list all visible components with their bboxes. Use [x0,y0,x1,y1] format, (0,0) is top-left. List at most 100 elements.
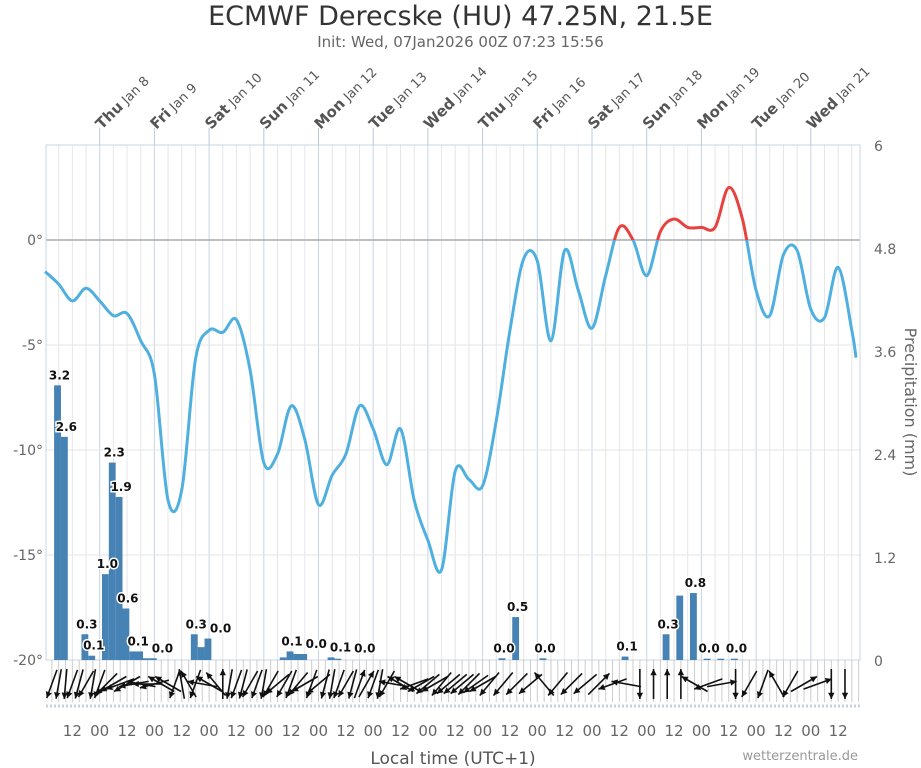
wind-arrow [415,673,440,695]
wind-arrow [54,669,63,699]
precip-bar [498,658,506,660]
wind-arrows [45,668,849,700]
wind-arrow-head [518,687,526,694]
wind-arrow [347,669,358,699]
precip-bar [621,656,629,660]
wind-arrow [337,670,355,698]
wind-arrow-head [469,685,477,692]
wind-arrow [250,669,263,699]
wind-arrow [154,675,182,693]
wind-arrow-head [45,691,52,699]
precip-bar-label: 0.1 [330,640,351,654]
precip-bar [54,385,61,660]
precip-bar-label: 0.6 [117,592,138,606]
wind-arrow [463,674,489,694]
y-right-tick-label: 0 [874,654,883,670]
wind-arrow-head [291,685,299,692]
wind-arrow-head [636,692,644,699]
wind-arrow [407,675,435,693]
wind-arrow [378,670,396,698]
precip-bar-label: 0.5 [507,600,528,614]
precip-bar-label: 3.2 [49,368,70,382]
precip-bar [204,638,212,660]
day-date: Jan 10 [223,71,265,113]
wind-arrow [457,672,481,696]
wind-arrow-head [436,687,444,694]
wind-arrow [327,669,336,699]
precip-bar-label: 0.3 [76,617,97,631]
x-hour-label: 00 [582,722,601,740]
wind-arrow [399,678,429,690]
wind-arrow-head [367,691,374,699]
day-date: Jan 20 [771,70,813,112]
wind-arrow-head [230,691,237,699]
x-hour-label: 12 [829,722,848,740]
x-hour-label: 00 [309,722,328,740]
wind-arrow-head [125,679,133,686]
wind-arrow-head [347,691,354,699]
day-date: Jan 17 [606,71,648,113]
grid [45,144,861,661]
wind-arrow-head [756,691,763,699]
precip-bar [512,617,520,660]
precip-bar-label: 0.0 [210,622,231,636]
day-date: Jan 8 [116,74,152,110]
x-hour-label: 12 [172,722,191,740]
wind-arrow-head [824,678,832,684]
wind-arrow-head [378,679,386,686]
wind-arrow [431,671,452,697]
precip-bar [108,462,116,660]
x-axis-title: Local time (UTC+1) [370,749,535,768]
wind-arrow [306,673,331,695]
wind-arrow [319,669,330,699]
wind-arrow-head [333,691,340,699]
wind-arrow [99,675,127,693]
y-left-tick-label: -5° [22,338,43,354]
wind-arrow-head [450,687,458,694]
wind-arrow [224,669,234,699]
precip-bar [539,658,547,660]
precip-bar [60,436,68,660]
wind-arrow [841,669,849,699]
wind-arrow [598,678,627,690]
x-hour-label: 12 [610,722,629,740]
wind-arrow-head [611,679,619,686]
wind-arrow-head [338,690,345,697]
x-hour-label: 12 [665,722,684,740]
day-label: Wed Jan 21 [803,62,874,133]
precip-bar-label: 0.0 [354,642,375,656]
wind-arrow [230,669,243,699]
precip-bar-label: 2.6 [56,420,77,434]
y-right-title: Precipitation (mm) [901,328,920,477]
precip-bar-label: 0.0 [152,641,173,655]
wind-arrow-head [431,688,439,696]
wind-arrow [147,675,175,693]
wind-arrow-head [534,672,541,680]
wind-arrow-head [139,683,147,690]
day-date: Jan 12 [338,65,380,107]
day-date: Jan 14 [448,64,490,106]
wind-arrow-head [307,687,314,694]
precip-bar-label: 0.0 [534,641,555,655]
wind-arrow [450,673,475,695]
wind-arrow [560,672,583,696]
temperature-line-above-zero [612,186,749,240]
precip-bar-label: 0.1 [128,634,149,648]
precip-bar [115,496,123,660]
x-hour-label: 12 [774,722,793,740]
precip-bar-label: 0.0 [698,642,719,656]
wind-arrow [353,669,366,699]
wind-arrow-head [250,691,257,699]
wind-arrow [505,672,528,696]
axes: 0° -5° -10° -15° -20° 6 4.8 3.6 2.4 1.2 0 12 00 12 00 1… [13,139,896,740]
wind-arrow-head [602,673,610,681]
wind-arrow [828,669,835,699]
day-date: Jan 15 [499,68,541,110]
wind-arrow-head [237,691,245,699]
day-label: Sat Jan 10 [201,69,265,133]
wind-arrow-head [168,691,175,699]
wind-arrow [393,675,421,693]
y-left-tick-label: 0° [27,233,43,249]
wind-arrow-head [219,669,226,676]
precip-bar [88,655,96,660]
